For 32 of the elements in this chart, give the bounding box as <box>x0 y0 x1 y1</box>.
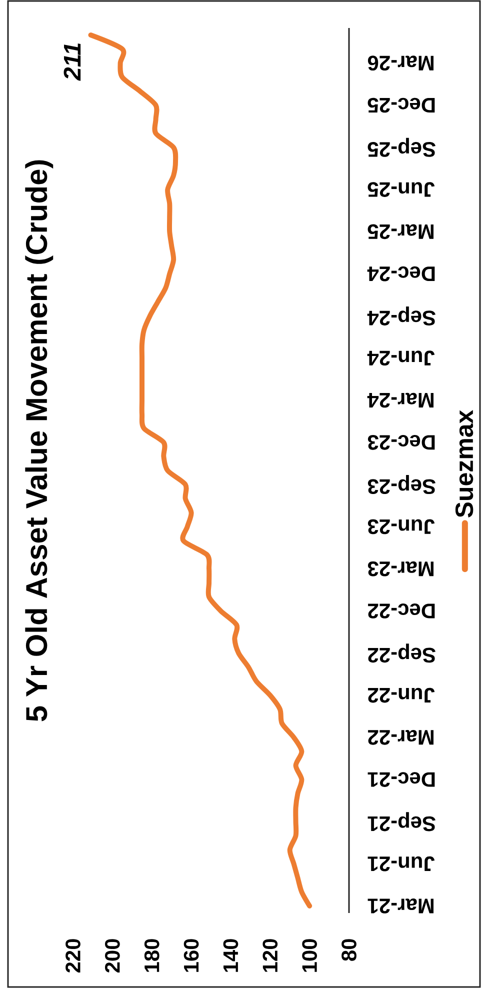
y-tick-label: Jun-21 <box>368 856 435 872</box>
y-tick-label: Mar-24 <box>367 392 434 408</box>
x-tick-label: 180 <box>144 939 160 972</box>
y-tick-label: Jun-24 <box>367 350 435 366</box>
y-tick-label: Sep-24 <box>367 306 436 326</box>
y-tick-label: Jun-25 <box>368 182 435 197</box>
y-tick-label: Dec-25 <box>368 98 435 113</box>
y-tick-label: Dec-21 <box>368 772 435 787</box>
y-tick-label: Sep-22 <box>368 644 436 663</box>
y-tick-label: Dec-22 <box>368 604 435 618</box>
text: 5 Yr Old Asset Value Movement (Crude) <box>25 160 54 722</box>
x-tick-label: 120 <box>262 939 278 972</box>
y-tick-label: Dec-23 <box>368 434 435 450</box>
y-tick-label: Sep-23 <box>368 475 436 494</box>
y-tick-label: Dec-24 <box>367 266 435 282</box>
data-label: 211 <box>64 44 81 81</box>
x-tick-label: 160 <box>184 939 199 972</box>
y-tick-label: Sep-25 <box>368 138 436 157</box>
y-tick-label: Mar-26 <box>368 56 434 71</box>
x-tick-label: 100 <box>302 939 318 972</box>
y-tick-label: Mar-21 <box>368 898 434 914</box>
y-tick-label: Mar-25 <box>368 224 434 240</box>
y-tick-label: Mar-23 <box>368 561 434 576</box>
y-tick-label: Jun-22 <box>368 688 435 703</box>
x-tick-label: 80 <box>342 939 356 961</box>
x-tick-label: 200 <box>105 939 120 973</box>
x-tick-label: 140 <box>223 939 238 972</box>
y-tick-label: Jun-23 <box>368 519 435 534</box>
x-tick-label: 220 <box>66 939 80 973</box>
y-tick-label: Sep-21 <box>368 812 436 832</box>
text: Suezmax <box>455 410 474 518</box>
y-tick-label: Mar-22 <box>368 730 434 745</box>
